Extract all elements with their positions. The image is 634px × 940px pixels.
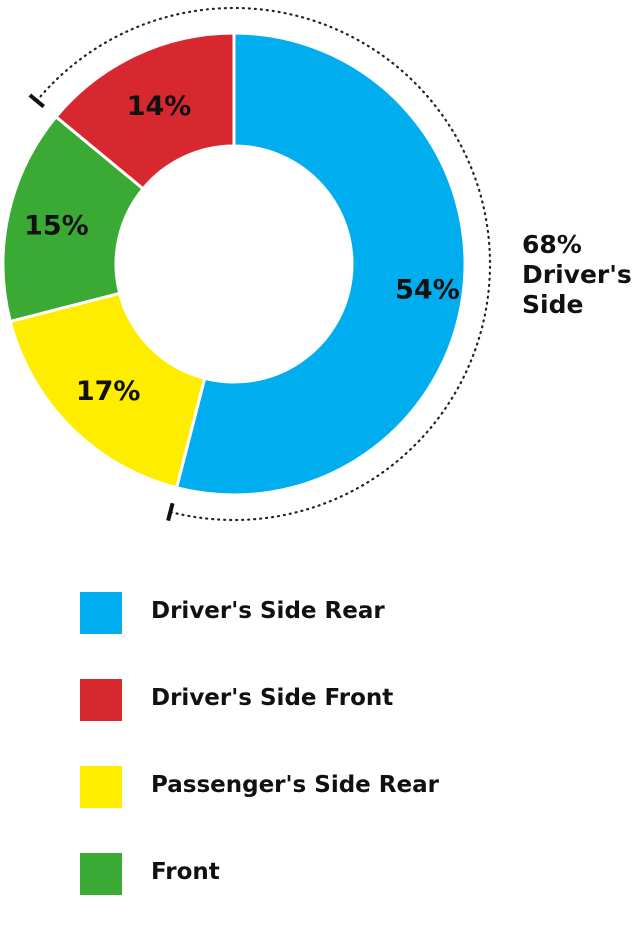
legend-swatch bbox=[80, 592, 122, 634]
donut-chart: 54% 17% 15% 14% bbox=[1, 6, 492, 522]
legend-label: Driver's Side Rear bbox=[151, 598, 385, 624]
legend-swatch bbox=[80, 766, 122, 808]
slice-passenger-s-side-rear bbox=[8, 291, 207, 490]
bracket-end-tick bbox=[166, 502, 175, 522]
drivers-side-annotation: 68% Driver's Side bbox=[522, 230, 632, 320]
legend-label: Passenger's Side Rear bbox=[151, 772, 439, 798]
slice-label-passenger-s-side-rear: 17% bbox=[76, 376, 141, 407]
legend-swatch bbox=[80, 679, 122, 721]
slice-driver-s-side-front bbox=[53, 31, 236, 191]
legend-label: Driver's Side Front bbox=[151, 685, 394, 711]
annotation-value: 68% bbox=[522, 230, 582, 259]
slice-driver-s-side-rear bbox=[174, 31, 467, 497]
slice-front bbox=[1, 114, 146, 324]
bracket-arc bbox=[35, 6, 492, 522]
drivers-side-bracket bbox=[28, 6, 492, 522]
annotation-line-2: Driver's bbox=[522, 260, 632, 289]
slice-label-front: 15% bbox=[24, 210, 89, 241]
annotation-line-3: Side bbox=[522, 290, 584, 319]
legend-swatch bbox=[80, 853, 122, 895]
legend-label: Front bbox=[151, 859, 220, 885]
donut-slices bbox=[1, 31, 467, 497]
slice-labels: 54% 17% 15% 14% bbox=[24, 91, 460, 407]
slice-label-driver-s-side-front: 14% bbox=[127, 91, 192, 122]
bracket-start-tick bbox=[28, 93, 45, 109]
slice-label-driver-s-side-rear: 54% bbox=[395, 274, 460, 305]
